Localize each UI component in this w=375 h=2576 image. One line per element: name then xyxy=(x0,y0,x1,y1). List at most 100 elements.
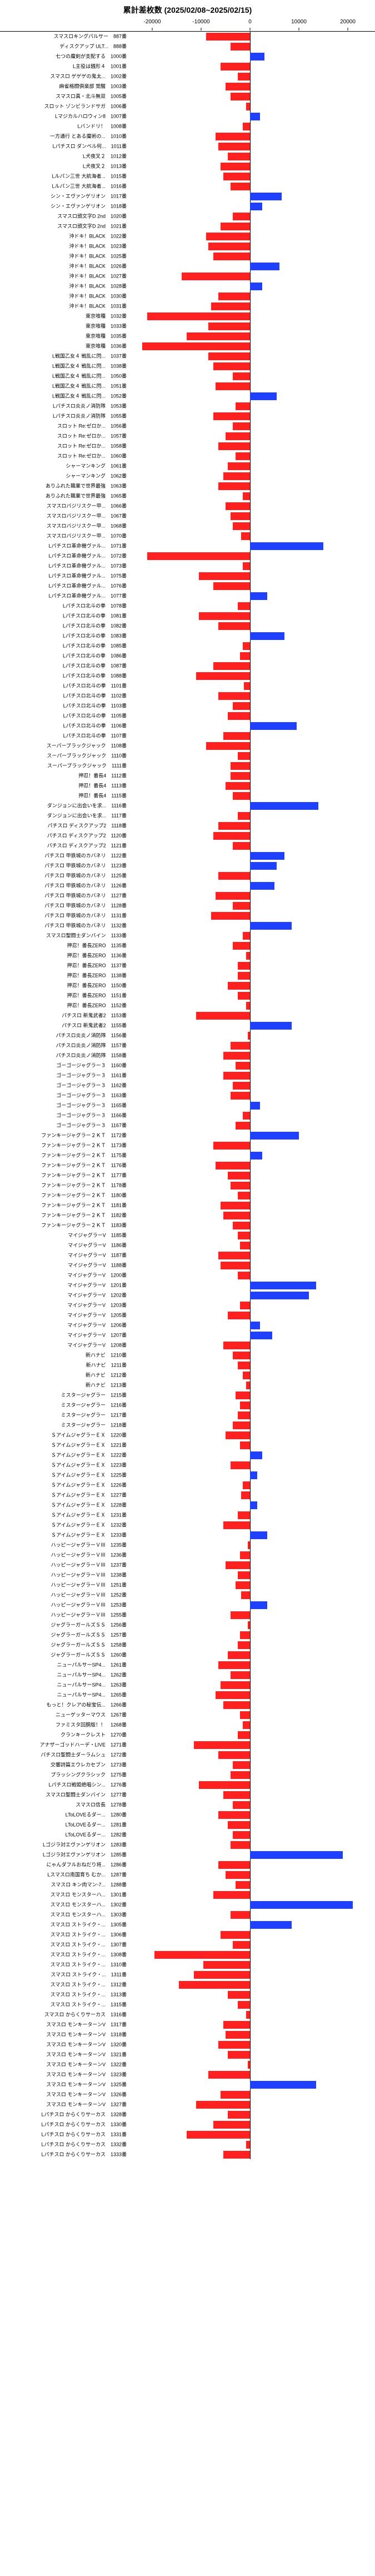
bar xyxy=(250,1322,260,1329)
bar xyxy=(194,1971,250,1979)
data-row: ミスタージャグラー 1217番 xyxy=(0,1410,375,1420)
data-row: ファンキージャグラー２ＫＴ 1182番 xyxy=(0,1211,375,1221)
bar xyxy=(246,1002,250,1010)
bar xyxy=(223,173,250,180)
row-label: ファンキージャグラー２ＫＴ 1177番 xyxy=(41,1173,127,1178)
data-row: マイジャグラーV 1205番 xyxy=(0,1310,375,1320)
row-label: ハッピージャグラーＶⅢ 1238番 xyxy=(51,1573,127,1578)
row-label: スマスロ ストライク・... 1315番 xyxy=(51,2003,127,2008)
data-row: ニューパルサーSP4... 1265番 xyxy=(0,1690,375,1700)
bar xyxy=(250,1292,309,1299)
row-label: ＳアイムジャグラーＥＸ 1231番 xyxy=(51,1513,127,1518)
data-row: スマスロ信長 1278番 xyxy=(0,1800,375,1810)
bar xyxy=(218,872,250,880)
row-label: Lパチスロ北斗の拳 1078番 xyxy=(63,604,127,609)
data-row: パチスロ炎炎ノ消防隊 1156番 xyxy=(0,1031,375,1041)
row-label: ＳアイムジャグラーＥＸ 1233番 xyxy=(51,1533,127,1538)
bar xyxy=(250,852,284,860)
bar xyxy=(228,1312,250,1319)
row-label: 東京喰種 1033番 xyxy=(86,324,127,329)
data-row: Lパチスロ北斗の拳 1083番 xyxy=(0,631,375,641)
data-row: 交響詩篇エウレカセブン 1273番 xyxy=(0,1760,375,1770)
bar xyxy=(236,1881,250,1889)
bar xyxy=(231,93,250,100)
bar xyxy=(223,472,250,480)
row-label: 押忍！番長ZERO 1136番 xyxy=(67,954,127,959)
data-row: ＳアイムジャグラーＥＸ 1223番 xyxy=(0,1460,375,1470)
data-row: スマスロ ストライク・... 1315番 xyxy=(0,2000,375,2010)
row-label: ニューパルサーSP4... 1263番 xyxy=(57,1683,127,1688)
row-label: ハッピージャグラーＶⅢ 1255番 xyxy=(51,1613,127,1618)
data-row: 東京喰種 1036番 xyxy=(0,341,375,351)
data-row: Lパチスロ革命機ヴァル... 1071番 xyxy=(0,541,375,551)
data-row: 押忍！番長ZERO 1151番 xyxy=(0,991,375,1001)
data-row: 一方通行 とある魔術の... 1010番 xyxy=(0,132,375,142)
data-row: LToLOVEるダー... 1281番 xyxy=(0,1820,375,1830)
row-label: ゴーゴージャグラー３ 1167番 xyxy=(56,1123,127,1128)
data-row: Lパチスロ北斗の拳 1078番 xyxy=(0,601,375,611)
data-row: ＳアイムジャグラーＥＸ 1228番 xyxy=(0,1500,375,1510)
row-label: スマスロバジリスクー甲... 1068番 xyxy=(47,524,127,529)
data-row: Lパチスロ北斗の拳 1103番 xyxy=(0,701,375,711)
data-row: Lパチスロ ダンベル何... 1011番 xyxy=(0,142,375,152)
row-label: ＳアイムジャグラーＥＸ 1228番 xyxy=(51,1503,127,1508)
row-label: Lパチスロ北斗の拳 1085番 xyxy=(63,644,127,649)
bar xyxy=(250,1102,260,1110)
data-row: ＳアイムジャグラーＥＸ 1222番 xyxy=(0,1450,375,1460)
bar xyxy=(250,722,297,730)
row-label: スマスロ頭文字D 2nd 1020番 xyxy=(57,214,127,219)
bar xyxy=(228,1172,250,1179)
data-row: スーパーブラックジャック 1111番 xyxy=(0,761,375,771)
data-row: ファンキージャグラー２ＫＴ 1177番 xyxy=(0,1171,375,1181)
row-label: Lパチスロ炎炎ノ消防隊 1053番 xyxy=(53,404,127,409)
bar xyxy=(228,1991,250,1999)
row-label: スマスロ ストライク・... 1306番 xyxy=(51,1933,127,1938)
row-label: もっと！クレアの秘宝伝... 1266番 xyxy=(46,1703,127,1708)
data-row: 押忍！番長4 1113番 xyxy=(0,781,375,791)
row-label: シン・エヴァンゲリオン 1017番 xyxy=(51,194,127,199)
bar xyxy=(233,902,250,910)
bar xyxy=(223,2151,250,2159)
data-row: L戦国乙女４ 戦乱に閃... 1051番 xyxy=(0,381,375,391)
data-row: ジャグラーガールズＳＳ 1256番 xyxy=(0,1620,375,1630)
bar xyxy=(218,692,250,700)
row-label: スマスロ モンキーターンV 1321番 xyxy=(46,2053,127,2058)
bar xyxy=(250,113,260,120)
data-row: パチスロ 新鬼武者2 1153番 xyxy=(0,1011,375,1021)
row-label: ゴーゴージャグラー３ 1166番 xyxy=(56,1113,127,1118)
row-label: マイジャグラーV 1185番 xyxy=(68,1233,127,1238)
data-row: パチスロ 新鬼武者2 1155番 xyxy=(0,1021,375,1031)
bar xyxy=(221,63,250,70)
row-label: Lパチスロ ダンベル何... 1011番 xyxy=(53,144,127,149)
data-row: スマスロ モンキーターンV 1317番 xyxy=(0,2020,375,2030)
bar xyxy=(241,1491,250,1499)
bar xyxy=(238,2001,250,2009)
data-row: スマスロ聖闘士ダンバイン 1133番 xyxy=(0,931,375,941)
data-row: パチスロ 甲鉄城のカバネリ 1123番 xyxy=(0,861,375,871)
bar xyxy=(228,153,250,160)
bar xyxy=(250,592,267,600)
bar xyxy=(233,1801,250,1809)
data-row: パチスロ 甲鉄城のカバネリ 1132番 xyxy=(0,921,375,931)
bar xyxy=(233,1941,250,1949)
row-label: ファンキージャグラー２ＫＴ 1182番 xyxy=(41,1213,127,1218)
bar xyxy=(221,163,250,170)
data-row: スマスロ頭文字D 2nd 1021番 xyxy=(0,221,375,231)
row-label: Lルパン三世 大航海者... 1016番 xyxy=(52,184,127,189)
row-label: スマスロ モンキーターンV 1326番 xyxy=(46,2093,127,2098)
data-row: Lパチスロ北斗の拳 1107番 xyxy=(0,731,375,741)
row-label: Lパチスロ革命機ヴァル... 1075番 xyxy=(48,574,127,579)
bar xyxy=(216,133,250,140)
x-tick xyxy=(152,28,153,31)
bar xyxy=(244,682,250,690)
bar xyxy=(221,223,250,230)
row-label: パチスロ 甲鉄城のカバネリ 1131番 xyxy=(44,914,127,919)
row-label: スロット Re:ゼロか... 1056番 xyxy=(57,424,127,429)
row-label: Lパチスロ北斗の拳 1107番 xyxy=(63,734,127,739)
row-label: 新ハナビ 1211番 xyxy=(86,1363,127,1368)
bar xyxy=(147,552,250,560)
data-row: Lパチスロ北斗の拳 1105番 xyxy=(0,711,375,721)
row-label: Lパチスロ炎炎ノ消防隊 1055番 xyxy=(53,414,127,419)
data-row: ディスクアップ ULT... 888番 xyxy=(0,42,375,52)
bar xyxy=(231,1611,250,1619)
